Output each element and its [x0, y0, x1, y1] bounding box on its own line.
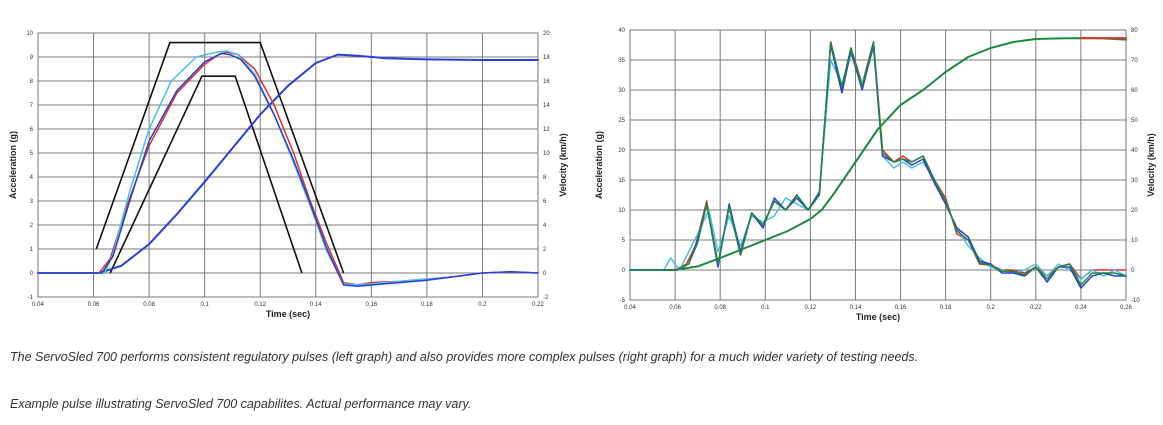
y2-tick-label: 40: [1131, 148, 1138, 154]
y2-tick-label: 8: [543, 175, 547, 181]
y2-tick-label: 0: [543, 271, 547, 277]
x-tick-label: 0.06: [88, 302, 100, 308]
left-chart: 0.04 0.06 0.08 0.1 0.12 0.14 0.16 0.18 0.2 0.22 -1…: [0, 0, 572, 335]
acceleration-series-4: [629, 41, 1127, 286]
plot-area: [37, 32, 539, 298]
y-tick-label: 3: [30, 199, 34, 205]
x-tick-label: 0.06: [669, 305, 681, 311]
y2-tick-label: 10: [1131, 238, 1138, 244]
y2-tick-label: 20: [1131, 208, 1138, 214]
x-tick-label: 0.26: [1120, 305, 1132, 311]
y-tick-label: 5: [30, 151, 34, 157]
x-tick-label: 0.04: [624, 305, 636, 311]
velocity-series-1: [629, 37, 1127, 271]
y-tick-label: 2: [30, 223, 34, 229]
y2-tick-label: 20: [543, 31, 550, 37]
y-tick-label: 20: [618, 148, 625, 154]
disclaimer-text: Example pulse illustrating ServoSled 700…: [10, 397, 472, 411]
y-tick-label: -5: [620, 298, 626, 304]
y-tick-label: 15: [618, 178, 625, 184]
y-tick-label: -1: [28, 295, 34, 301]
y-tick-label: 7: [30, 103, 34, 109]
x-tick-label: 0.14: [310, 302, 322, 308]
y2-tick-label: 70: [1131, 58, 1138, 64]
y-tick-label: 35: [618, 58, 625, 64]
x-axis-title: Time (sec): [856, 312, 900, 322]
x-tick-label: 0.22: [1030, 305, 1042, 311]
x-tick-label: 0.1: [200, 302, 209, 308]
y-axis-title: Acceleration (g): [8, 131, 18, 199]
y2-axis-title: Velocity (km/h): [1146, 133, 1156, 197]
x-tick-label: 0.12: [254, 302, 266, 308]
x-tick-label: 0.18: [940, 305, 952, 311]
y2-tick-label: -2: [543, 295, 549, 301]
x-tick-label: 0.08: [143, 302, 155, 308]
y-tick-label: 1: [30, 247, 34, 253]
caption-text: The ServoSled 700 performs consistent re…: [10, 350, 919, 364]
y2-tick-label: 12: [543, 127, 550, 133]
y-tick-label: 40: [618, 28, 625, 34]
x-tick-label: 0.12: [805, 305, 817, 311]
y-tick-label: 30: [618, 88, 625, 94]
corridor-line-2: [109, 75, 303, 274]
x-tick-label: 0.18: [421, 302, 433, 308]
y-tick-label: 25: [618, 118, 625, 124]
right-chart-svg: 0.04 0.06 0.08 0.1 0.12 0.14 0.16 0.18 0.2 0.22 0.…: [594, 28, 1156, 322]
y-axis-title: Acceleration (g): [594, 131, 604, 199]
x-tick-label: 0.04: [32, 302, 44, 308]
y-tick-label: 5: [622, 238, 626, 244]
x-tick-label: 0.16: [895, 305, 907, 311]
x-tick-label: 0.08: [714, 305, 726, 311]
x-tick-label: 0.16: [365, 302, 377, 308]
y2-tick-label: 6: [543, 199, 547, 205]
x-tick-label: 0.22: [532, 302, 544, 308]
y2-tick-label: 10: [543, 151, 550, 157]
right-chart: 0.04 0.06 0.08 0.1 0.12 0.14 0.16 0.18 0.2 0.22 0.…: [582, 0, 1160, 335]
y-tick-label: 10: [26, 31, 33, 37]
corridor-line-1: [95, 41, 345, 274]
x-tick-label: 0.24: [1075, 305, 1087, 311]
y2-tick-label: 30: [1131, 178, 1138, 184]
y-tick-label: 0: [30, 271, 34, 277]
x-tick-label: 0.2: [987, 305, 996, 311]
y-tick-label: 10: [618, 208, 625, 214]
y2-tick-label: 0: [1131, 268, 1135, 274]
left-chart-svg: 0.04 0.06 0.08 0.1 0.12 0.14 0.16 0.18 0.2 0.22 -1…: [8, 31, 568, 319]
y2-tick-label: 2: [543, 247, 547, 253]
y2-tick-label: 14: [543, 103, 550, 109]
y-tick-label: 8: [30, 79, 34, 85]
y2-tick-label: 18: [543, 55, 550, 61]
x-tick-label: 0.2: [478, 302, 487, 308]
y-tick-label: 0: [622, 268, 626, 274]
acceleration-series-3: [37, 52, 539, 287]
y2-tick-label: 50: [1131, 118, 1138, 124]
velocity-series-1: [37, 53, 539, 274]
y2-tick-label: 16: [543, 79, 550, 85]
y2-tick-label: 4: [543, 223, 547, 229]
x-tick-label: 0.14: [850, 305, 862, 311]
x-tick-label: 0.1: [761, 305, 770, 311]
y2-tick-label: -10: [1131, 298, 1140, 304]
y2-tick-label: 80: [1131, 28, 1138, 34]
plot-area: [629, 29, 1127, 301]
y2-tick-label: 60: [1131, 88, 1138, 94]
y2-axis-title: Velocity (km/h): [558, 133, 568, 197]
y-tick-label: 9: [30, 55, 34, 61]
y-tick-label: 6: [30, 127, 34, 133]
y-tick-label: 4: [30, 175, 34, 181]
x-axis-title: Time (sec): [266, 309, 310, 319]
